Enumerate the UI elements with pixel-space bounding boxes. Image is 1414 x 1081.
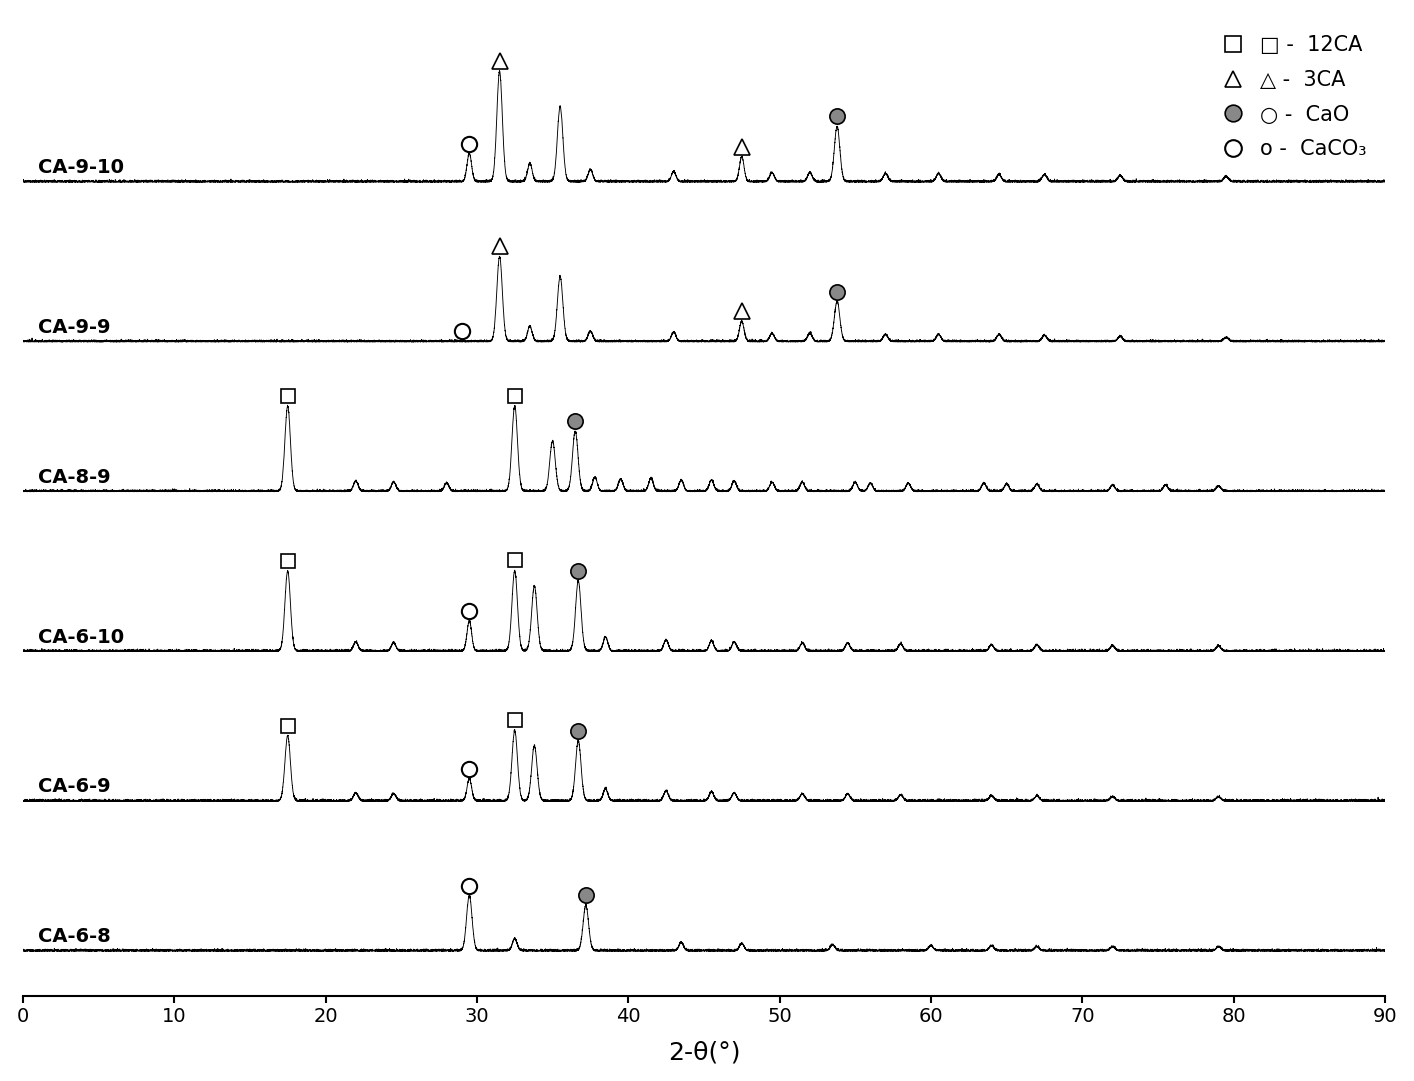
X-axis label: 2-θ(°): 2-θ(°) bbox=[667, 1040, 740, 1065]
Text: CA-9-10: CA-9-10 bbox=[38, 158, 124, 177]
Text: CA-6-8: CA-6-8 bbox=[38, 927, 110, 946]
Text: CA-8-9: CA-8-9 bbox=[38, 468, 110, 486]
Text: CA-9-9: CA-9-9 bbox=[38, 318, 110, 337]
Legend: □ -  12CA, △ -  3CA, ○ -  CaO, o -  CaCO₃: □ - 12CA, △ - 3CA, ○ - CaO, o - CaCO₃ bbox=[1203, 27, 1374, 168]
Text: CA-6-9: CA-6-9 bbox=[38, 777, 110, 797]
Text: CA-6-10: CA-6-10 bbox=[38, 627, 124, 646]
